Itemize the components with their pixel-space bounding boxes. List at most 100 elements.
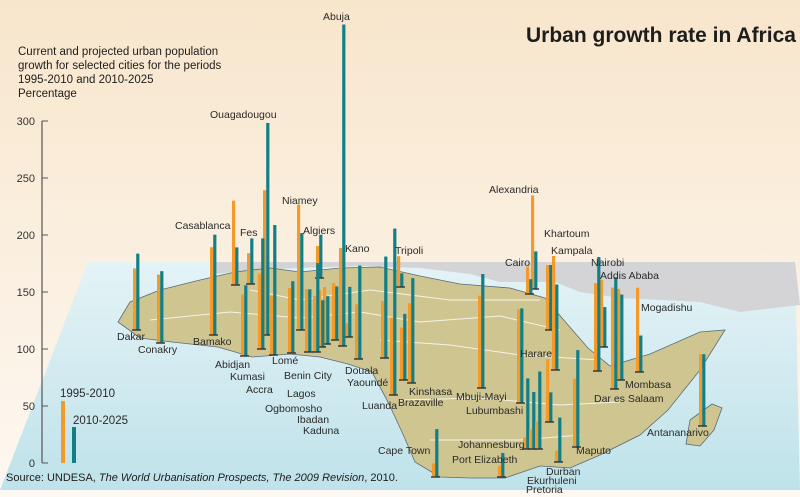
- bar-2010-2025-ouagadougou: [266, 122, 270, 336]
- bar-group-tripoli: [396, 256, 405, 288]
- legend-swatch-2010-2025: [72, 427, 76, 463]
- bar-group-abidjan: [240, 285, 249, 357]
- bar-group-durban: [554, 417, 563, 463]
- city-label-kaduna: Kaduna: [303, 425, 339, 437]
- bar-1995-2010-addis-ababa: [600, 279, 604, 347]
- bar-2010-2025-dakar: [136, 253, 140, 330]
- bar-group-fes: [246, 238, 255, 285]
- city-label-ekurhuleni: Ekurhuleni: [527, 475, 577, 487]
- bar-group-casablanca: [231, 200, 240, 286]
- subtitle-line: Current and projected urban population: [18, 46, 219, 58]
- bar-group-conakry: [156, 271, 165, 344]
- bar-group-dar-es-salaam: [610, 277, 619, 390]
- y-tick-label: 250: [17, 173, 35, 185]
- bar-1995-2010-khartoum: [546, 265, 550, 330]
- city-label-kumasi: Kumasi: [230, 371, 265, 383]
- city-label-accra: Accra: [246, 384, 273, 396]
- bar-2010-2025-nairobi: [597, 257, 601, 371]
- bar-2010-2025-kumasi: [261, 238, 265, 349]
- bar-2010-2025-harare: [549, 392, 553, 422]
- bar-2010-2025-khartoum: [549, 265, 553, 330]
- bar-1995-2010-casablanca: [232, 200, 236, 285]
- source-note: Source: UNDESA, The World Urbanisation P…: [6, 472, 398, 484]
- bar-group-cape-town: [431, 429, 440, 478]
- city-label-nairobi: Nairobi: [591, 257, 624, 269]
- city-label-kano: Kano: [345, 243, 370, 255]
- city-label-alexandria: Alexandria: [489, 184, 539, 196]
- city-label-port-elizabeth: Port Elizabeth: [452, 454, 518, 466]
- city-label-cape-town: Cape Town: [378, 445, 431, 457]
- bar-2010-2025-kampala: [555, 284, 559, 370]
- bar-1995-2010-algiers: [316, 246, 320, 278]
- bar-2010-2025-ibadan: [326, 296, 330, 344]
- bar-2010-2025-port-elizabeth: [501, 453, 505, 477]
- city-label-pretoria: Pretoria: [526, 484, 563, 496]
- bar-1995-2010-alexandria: [531, 195, 535, 289]
- bar-1995-2010-benin-city: [305, 289, 309, 352]
- bar-1995-2010-niamey: [297, 204, 301, 330]
- bar-2010-2025-ogbomosho: [321, 300, 325, 347]
- bar-1995-2010-luanda: [390, 317, 394, 395]
- bar-1995-2010-cape-town: [432, 463, 436, 477]
- city-label-johannesburg: Johannesburg: [458, 439, 525, 451]
- bar-2010-2025-accra: [273, 225, 277, 355]
- bar-2010-2025-lagos: [316, 263, 320, 352]
- city-label-brazaville: Brazaville: [398, 397, 444, 409]
- bar-1995-2010-tripoli: [397, 256, 401, 287]
- city-label-bamako: Bamako: [193, 336, 232, 348]
- bar-group-accra: [269, 225, 278, 356]
- city-label-luanda: Luanda: [362, 400, 397, 412]
- europe-middle-east-land: [215, 262, 800, 312]
- bar-group-brazaville: [399, 313, 408, 381]
- city-label-kampala: Kampala: [551, 245, 593, 257]
- subtitle-line: growth for selected cities for the perio…: [18, 60, 222, 72]
- bar-2010-2025-mbuji-mayi: [481, 274, 485, 388]
- bar-1995-2010-ekurhuleni: [529, 429, 533, 449]
- bar-1995-2010-fes: [247, 253, 251, 284]
- city-label-ibadan: Ibadan: [297, 414, 329, 426]
- bar-2010-2025-kaduna: [335, 286, 339, 340]
- y-tick-label: 200: [17, 230, 35, 242]
- bar-1995-2010-douala: [355, 304, 359, 359]
- bar-1995-2010-abidjan: [241, 294, 245, 356]
- bar-1995-2010-ogbomosho: [318, 290, 322, 347]
- bar-1995-2010-yaound-: [381, 301, 385, 358]
- legend: 1995-2010 2010-2025: [60, 388, 128, 463]
- city-label-mombasa: Mombasa: [625, 379, 671, 391]
- bar-group-lubumbashi: [516, 308, 525, 404]
- bar-2010-2025-mogadishu: [639, 335, 643, 372]
- bar-1995-2010-johannesburg: [523, 437, 527, 449]
- bar-group-addis-ababa: [599, 279, 608, 348]
- bar-2010-2025-pretoria: [538, 371, 542, 449]
- city-label-mbuji-mayi: Mbuji-Mayi: [456, 391, 507, 403]
- bar-1995-2010-mogadishu: [636, 287, 640, 372]
- bar-1995-2010-kampala: [552, 256, 556, 370]
- bar-group-mombasa: [616, 288, 625, 381]
- bar-1995-2010-lubumbashi: [517, 309, 521, 403]
- bar-2010-2025-alexandria: [534, 251, 538, 289]
- bar-1995-2010-conakry: [157, 274, 161, 343]
- bar-2010-2025-fes: [250, 238, 254, 284]
- bar-group-kinshasa: [407, 278, 416, 384]
- bar-2010-2025-maputo: [576, 350, 580, 447]
- city-label-casablanca: Casablanca: [175, 220, 231, 232]
- bar-1995-2010-accra: [270, 295, 274, 355]
- legend-label-2010-2025: 2010-2025: [73, 415, 128, 427]
- bar-group-pretoria: [534, 371, 543, 450]
- bar-2010-2025-yaound-: [384, 256, 388, 358]
- bar-1995-2010-kinshasa: [408, 303, 412, 383]
- bar-group-kano: [344, 286, 353, 338]
- bar-1995-2010-brazaville: [400, 327, 404, 380]
- bar-2010-2025-mombasa: [620, 294, 624, 380]
- bar-1995-2010-mbuji-mayi: [478, 295, 482, 388]
- bar-1995-2010-lom-: [288, 288, 292, 353]
- city-label-mogadishu: Mogadishu: [641, 302, 693, 314]
- bar-2010-2025-durban: [558, 417, 562, 462]
- bar-1995-2010-dakar: [133, 268, 137, 330]
- bar-group-yaound-: [380, 256, 389, 359]
- bar-group-mogadishu: [635, 287, 644, 373]
- bar-group-harare: [545, 359, 554, 423]
- bar-2010-2025-dar-es-salaam: [614, 277, 618, 389]
